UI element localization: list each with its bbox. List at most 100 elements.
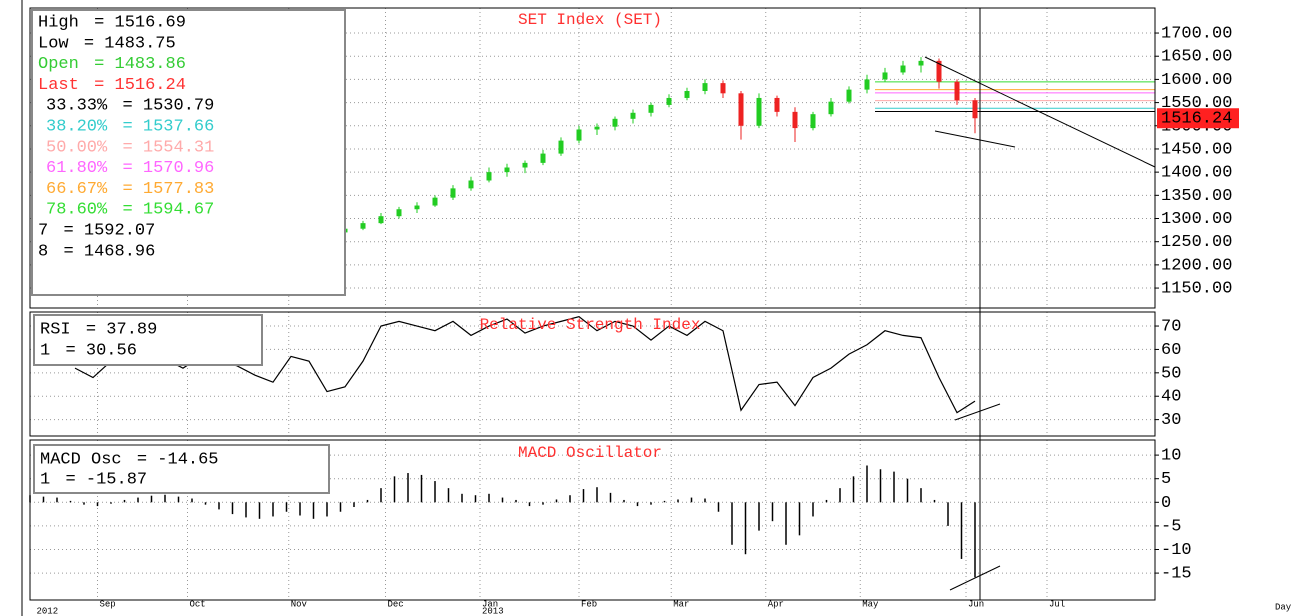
readout-label: 50.00% — [46, 138, 108, 157]
y-tick-label: 1300.00 — [1161, 210, 1232, 229]
readout-value: 1530.79 — [143, 97, 214, 116]
x-tick-label: Sep — [100, 599, 116, 609]
y-tick-label: 60 — [1161, 341, 1181, 360]
candle-body — [954, 81, 960, 101]
readout-label: 38.20% — [46, 117, 108, 136]
x-axis-label: Day — [1275, 602, 1292, 612]
y-tick-label: 1250.00 — [1161, 233, 1232, 252]
candle-body — [684, 90, 690, 98]
panel-frame — [29, 439, 1156, 601]
readout-box — [33, 314, 263, 366]
last-price-label: 1516.24 — [1161, 110, 1232, 129]
y-tick-label: 5 — [1161, 470, 1171, 489]
readout-label: MACD Osc — [40, 450, 122, 469]
readout-separator: = — [123, 138, 133, 157]
candle-body — [504, 167, 510, 173]
readout-separator: = — [94, 55, 104, 74]
y-tick-label: 10 — [1161, 447, 1181, 466]
readout-value: 1483.75 — [104, 34, 175, 53]
y-tick-label: 1150.00 — [1161, 280, 1232, 299]
year-label: 2013 — [482, 606, 504, 616]
readout-separator: = — [137, 450, 147, 469]
candle-body — [630, 112, 636, 119]
y-tick-label: 1600.00 — [1161, 71, 1232, 90]
candle-body — [846, 89, 852, 102]
y-tick-label: -15 — [1161, 565, 1192, 584]
candle-body — [666, 97, 672, 105]
readout-value: 1592.07 — [84, 221, 155, 240]
readout-separator: = — [123, 97, 133, 116]
readout-label: 61.80% — [46, 159, 108, 178]
candle-body — [918, 60, 924, 66]
readout-label: High — [38, 13, 79, 32]
candle-body — [864, 79, 870, 90]
readout-value: 1483.86 — [115, 55, 186, 74]
readout-separator: = — [123, 180, 133, 199]
candle-body — [414, 205, 420, 210]
candle-body — [612, 118, 618, 127]
y-tick-label: 40 — [1161, 388, 1181, 407]
readout-value: 1468.96 — [84, 242, 155, 261]
chart-title: SET Index (SET) — [518, 11, 662, 29]
readout-value: 1516.69 — [115, 13, 186, 32]
candle-body — [450, 188, 456, 198]
x-tick-label: Nov — [291, 599, 308, 609]
y-tick-label: 1350.00 — [1161, 187, 1232, 206]
candle-body — [576, 129, 582, 141]
readout-separator: = — [64, 242, 74, 261]
y-tick-label: 1400.00 — [1161, 164, 1232, 183]
candle-body — [972, 100, 978, 119]
panel-frame — [29, 7, 1156, 309]
candle-body — [558, 140, 564, 154]
x-tick-label: Mar — [673, 599, 689, 609]
mark-layer — [29, 57, 978, 578]
readout-value: 30.56 — [86, 341, 137, 360]
text-layer: SET Index (SET) Relative Strength Index … — [37, 11, 1292, 616]
readout-separator: = — [64, 221, 74, 240]
trend-line — [949, 565, 1001, 591]
x-tick-label: Apr — [768, 599, 784, 609]
candle-body — [900, 65, 906, 73]
y-tick-label: 30 — [1161, 411, 1181, 430]
x-tick-label: Jan — [482, 599, 498, 609]
candle-body — [522, 162, 528, 168]
readout-value: 1570.96 — [143, 159, 214, 178]
y-tick-label: -10 — [1161, 541, 1192, 560]
candle-body — [792, 111, 798, 129]
readout-label: Low — [38, 34, 69, 53]
readout-separator: = — [94, 76, 104, 95]
readout-separator: = — [123, 201, 133, 220]
readout-separator: = — [94, 13, 104, 32]
candle-body — [936, 60, 942, 82]
panel-frame — [29, 311, 1156, 437]
candle-body — [360, 223, 366, 229]
readout-value: 1537.66 — [143, 117, 214, 136]
readout-value: -14.65 — [157, 450, 218, 469]
readout-value: -15.87 — [86, 470, 147, 489]
readout-separator: = — [66, 470, 76, 489]
x-tick-label: Feb — [581, 599, 597, 609]
panel-title: Relative Strength Index — [480, 316, 701, 334]
readout-separator: = — [84, 34, 94, 53]
readout-label: 78.60% — [46, 201, 108, 220]
trend-line — [954, 403, 1001, 421]
x-tick-label: Jun — [968, 599, 984, 609]
readout-separator: = — [123, 159, 133, 178]
candle-body — [810, 114, 816, 129]
readout-label: 1 — [40, 470, 50, 489]
last-price-marker — [1157, 108, 1239, 129]
y-tick-label: 70 — [1161, 318, 1181, 337]
frame-layer — [29, 7, 1156, 601]
readout-label: 66.67% — [46, 180, 108, 199]
readout-box — [31, 9, 346, 296]
x-tick-label: May — [862, 599, 879, 609]
year-label: 2012 — [37, 606, 59, 616]
x-tick-label: Oct — [190, 599, 206, 609]
readout-separator: = — [66, 341, 76, 360]
trend-line — [924, 56, 1156, 168]
readout-value: 1594.67 — [143, 201, 214, 220]
y-tick-label: 1450.00 — [1161, 140, 1232, 159]
readout-value: 37.89 — [106, 320, 157, 339]
readout-label: 7 — [38, 221, 48, 240]
